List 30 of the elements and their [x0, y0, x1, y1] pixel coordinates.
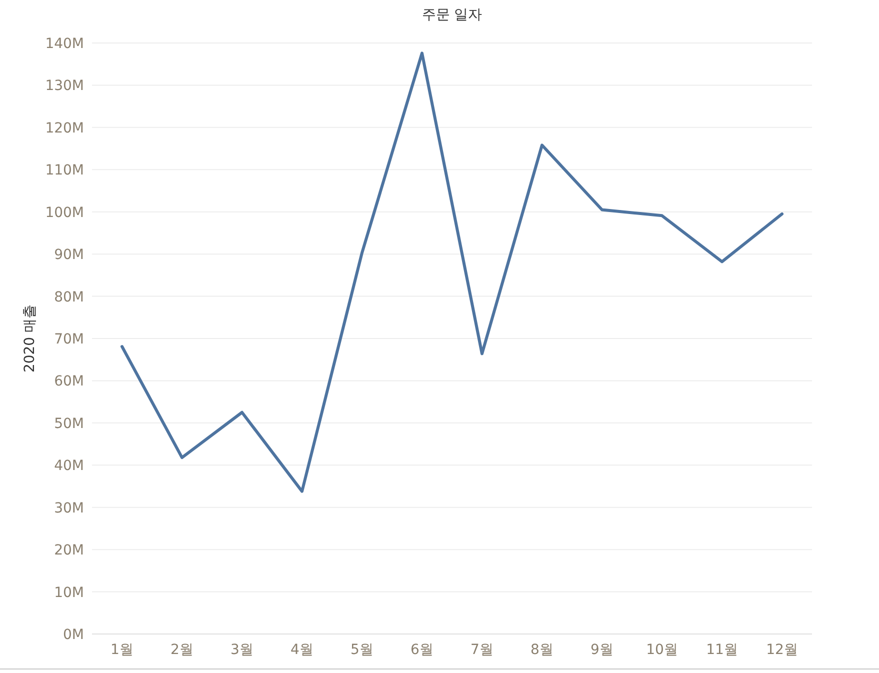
y-tick-label: 60M	[54, 374, 84, 390]
y-tick-label: 140M	[45, 36, 84, 52]
y-tick-label: 90M	[54, 247, 84, 264]
x-tick-label: 3월	[230, 642, 254, 658]
y-tick-label: 110M	[45, 162, 84, 179]
x-tick-label: 1월	[110, 642, 134, 658]
y-tick-label: 130M	[45, 78, 84, 94]
x-tick-label: 12월	[766, 642, 798, 658]
x-tick-label: 8월	[530, 642, 554, 658]
x-tick-label: 9월	[590, 642, 614, 658]
y-tick-label: 0M	[63, 627, 84, 643]
x-tick-label: 10월	[646, 642, 678, 658]
y-tick-label: 10M	[54, 584, 84, 601]
x-tick-label: 4월	[290, 642, 314, 658]
y-tick-label: 120M	[45, 120, 84, 136]
x-tick-label: 2월	[170, 642, 194, 658]
x-tick-label: 7월	[470, 642, 494, 658]
x-tick-label: 11월	[706, 642, 738, 658]
y-tick-label: 80M	[54, 289, 84, 306]
y-tick-label: 40M	[54, 458, 84, 474]
chart-title: 주문 일자	[422, 7, 482, 23]
y-tick-label: 100M	[45, 204, 84, 221]
x-tick-label: 5월	[350, 642, 374, 658]
y-tick-label: 30M	[54, 500, 84, 516]
y-tick-label: 70M	[54, 332, 84, 348]
y-tick-label: 50M	[54, 416, 84, 432]
x-tick-label: 6월	[410, 642, 434, 658]
y-axis-title: 2020 매출	[22, 304, 38, 373]
y-tick-label: 20M	[54, 542, 84, 559]
line-series	[120, 52, 784, 493]
